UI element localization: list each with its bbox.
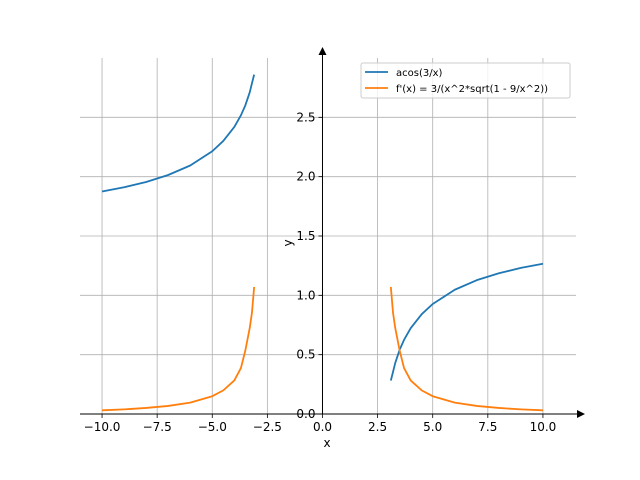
series-line-2: [389, 286, 543, 412]
axes: [80, 47, 585, 418]
series-line-1: [389, 262, 544, 381]
x-tick-label: −7.5: [143, 420, 172, 434]
x-tick-label: −5.0: [198, 420, 227, 434]
x-tick-label: −2.5: [253, 420, 282, 434]
series-line-1: [101, 74, 256, 193]
y-tick-label: 2.5: [296, 110, 315, 124]
y-tick-label: 0.0: [296, 407, 315, 421]
legend-label-1: acos(3/x): [396, 68, 443, 79]
x-axis-arrow: [577, 410, 585, 418]
series-lines: [101, 74, 544, 412]
x-tick-label: 10.0: [530, 420, 557, 434]
y-tick-label: 1.5: [296, 229, 315, 243]
ticks: −10.0 −7.5 −5.0 −2.5 0.0 2.5 5.0 7.5 10.0 0.0 0.5 1…: [84, 110, 557, 434]
legend-box: [360, 62, 571, 99]
x-axis-label: x: [323, 436, 330, 450]
y-axis-label: y: [281, 239, 295, 246]
y-tick-label: 2.0: [296, 170, 315, 184]
x-tick-label: −10.0: [84, 420, 121, 434]
x-tick-label: 7.5: [478, 420, 497, 434]
x-tick-label: 5.0: [423, 420, 442, 434]
grid: [80, 58, 576, 414]
legend: acos(3/x) f'(x) = 3/(x^2*sqrt(1 - 9/x^2)): [360, 62, 571, 99]
y-axis-arrow: [318, 47, 327, 55]
y-tick-label: 1.0: [296, 288, 315, 302]
series-line-2: [102, 286, 256, 412]
legend-label-2: f'(x) = 3/(x^2*sqrt(1 - 9/x^2)): [396, 84, 548, 95]
x-tick-label: 0.0: [313, 420, 332, 434]
y-tick-label: 0.5: [296, 348, 315, 362]
x-tick-label: 2.5: [368, 420, 387, 434]
